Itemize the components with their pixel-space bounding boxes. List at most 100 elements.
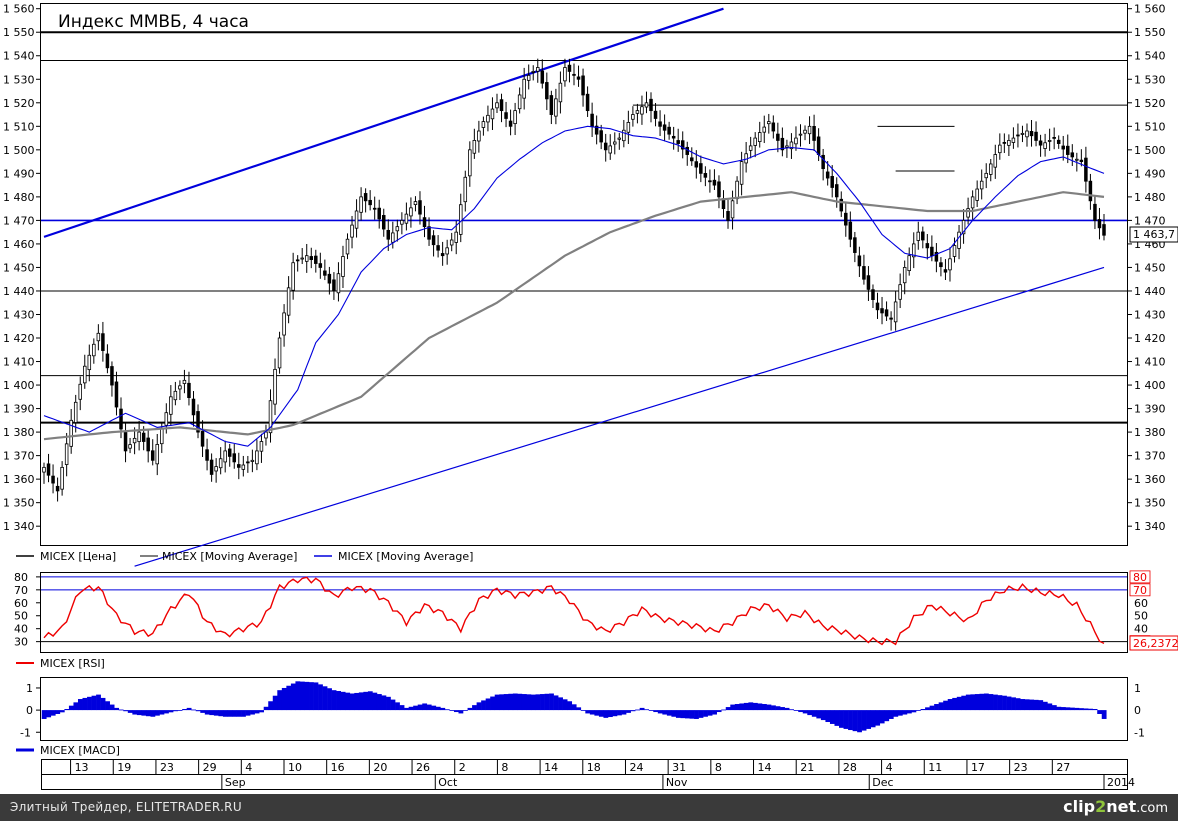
candle-body: [948, 258, 952, 271]
candle-body: [798, 133, 803, 136]
candle-body: [748, 145, 753, 151]
candle-body: [427, 226, 431, 240]
candle-body: [223, 450, 227, 463]
macd-bar: [843, 710, 849, 729]
macd-bar: [327, 688, 332, 711]
rsi-tick-label-left: 40: [14, 623, 28, 636]
macd-bar: [884, 710, 890, 722]
day-tick-label: 26: [416, 761, 430, 774]
rsi-level-box: [1129, 570, 1151, 584]
macd-bar: [675, 710, 681, 718]
macd-bar: [118, 709, 124, 711]
candle-body: [830, 175, 834, 188]
y-tick-label-left: 1 510: [3, 120, 35, 133]
candle-body: [776, 133, 780, 141]
y-tick-label-right: 1 360: [1134, 473, 1166, 486]
macd-bar: [313, 682, 319, 711]
y-tick-label-left: 1 440: [3, 285, 35, 298]
candle-body: [381, 215, 386, 230]
candle-body: [866, 275, 871, 290]
candle-body: [218, 458, 223, 469]
macd-bar: [780, 707, 785, 711]
macd-bar: [839, 710, 844, 728]
candle-body: [907, 255, 911, 272]
candle-body: [726, 211, 730, 221]
price-levels: [41, 31, 1127, 424]
y-tick-label-left: 1 430: [3, 308, 35, 321]
candle-body: [889, 317, 893, 320]
macd-bar: [82, 697, 88, 711]
candle-body: [558, 82, 563, 103]
macd-bar: [725, 707, 731, 711]
candle-body: [603, 142, 608, 151]
candle-body: [309, 256, 314, 261]
candle-body: [767, 121, 771, 125]
candle-body: [477, 130, 481, 142]
y-tick-label-left: 1 530: [3, 73, 35, 86]
macd-bar: [825, 710, 831, 723]
day-tick-label: 27: [1056, 761, 1070, 774]
macd-bar: [236, 710, 242, 717]
macd-bar: [1088, 708, 1093, 711]
candle-body: [730, 200, 735, 219]
rsi-tick-label-left: 50: [14, 610, 28, 623]
y-tick-label-left: 1 550: [3, 26, 35, 39]
candle-body: [445, 247, 449, 255]
y-tick-label-left: 1 500: [3, 144, 35, 157]
macd-bar: [404, 707, 409, 711]
rsi-level-label: 70: [1133, 584, 1147, 597]
candle-body: [141, 432, 146, 442]
macd-bar: [829, 710, 835, 724]
rsi-axes: 304040505060607080307080: [14, 570, 1151, 649]
candle-body: [916, 231, 921, 241]
candle-body: [943, 269, 948, 273]
day-tick-label: 14: [758, 761, 772, 774]
macd-bar: [589, 710, 595, 715]
macd-bar: [186, 707, 192, 711]
macd-bar: [96, 694, 101, 711]
macd-bar: [1051, 705, 1057, 711]
macd-bar: [358, 692, 364, 711]
candle-body: [821, 154, 825, 170]
candle-body: [631, 114, 635, 120]
macd-bar: [453, 710, 459, 713]
candle-body: [1093, 203, 1097, 221]
ma-short-line: [43, 125, 1105, 447]
candle-body: [178, 385, 182, 390]
y-tick-label-left: 1 460: [3, 238, 35, 251]
candle-body: [653, 110, 658, 119]
rsi-level-box: [1129, 583, 1151, 597]
candle-body: [757, 132, 762, 143]
macd-bar: [105, 701, 110, 711]
macd-bar: [259, 710, 264, 713]
candle-body: [350, 224, 354, 238]
candle-body: [101, 333, 105, 351]
macd-bar: [127, 710, 133, 713]
macd-bar: [666, 710, 672, 716]
macd-bar: [109, 704, 115, 711]
legend-label-macd: MICEX [MACD]: [40, 744, 120, 757]
candle-body: [1047, 140, 1052, 142]
month-tick-label: Nov: [666, 776, 688, 789]
legend-label-rsi: MICEX [RSI]: [40, 657, 105, 670]
trend-lines: [43, 7, 1105, 567]
macd-bar: [517, 693, 523, 711]
logo-part-2: 2: [1095, 797, 1107, 816]
macd-bar: [644, 709, 650, 711]
macd-bar: [861, 710, 867, 731]
candle-body: [336, 273, 341, 294]
macd-bar: [499, 694, 505, 711]
macd-tick-label-left: -1: [20, 726, 31, 739]
footer-site-text: Элитный Трейдер, ELITETRADER.RU: [10, 800, 242, 814]
candle-body: [436, 245, 440, 251]
macd-bar: [811, 710, 817, 717]
rsi-tick-label-right: 50: [1134, 610, 1148, 623]
macd-bar: [458, 710, 464, 714]
candle-body: [282, 312, 286, 336]
last-price-label: 1 463,7: [1133, 228, 1175, 241]
day-tick-label: 14: [544, 761, 558, 774]
candle-body: [110, 366, 114, 386]
macd-bar: [848, 710, 853, 731]
macd-bar: [349, 693, 355, 711]
macd-bar: [449, 710, 455, 711]
